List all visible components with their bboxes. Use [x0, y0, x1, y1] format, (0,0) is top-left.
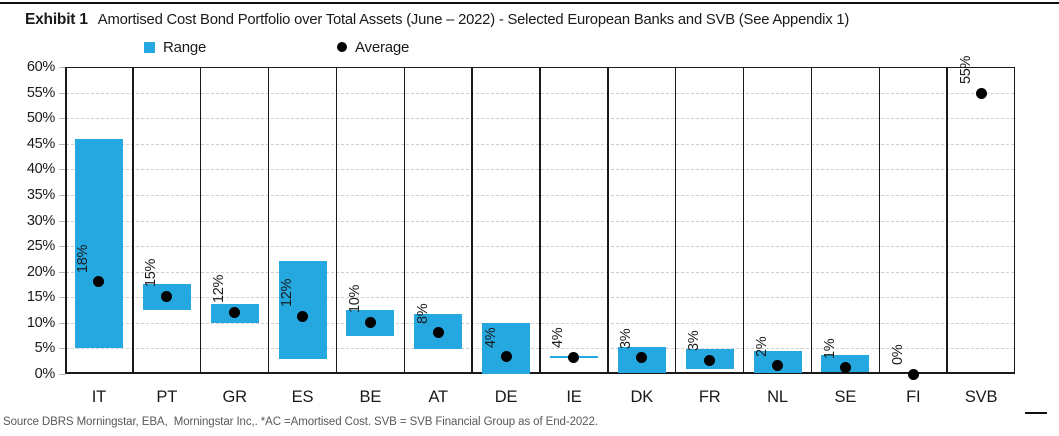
y-axis-tick-label: 50%: [26, 110, 55, 127]
chart-title: Exhibit 1 Amortised Cost Bond Portfolio …: [25, 9, 849, 31]
average-dot-icon: [337, 42, 347, 52]
plot-border: [65, 67, 1015, 374]
x-axis-category-label: IE: [566, 388, 582, 406]
average-value-label: 2%: [754, 336, 770, 357]
y-axis-tick-label: 5%: [34, 340, 56, 357]
y-axis-tick-label: 10%: [26, 314, 55, 331]
x-axis-category-label: IT: [91, 388, 107, 406]
average-value-label: 1%: [821, 338, 838, 359]
average-dot: [93, 276, 105, 288]
average-value-label: 12%: [279, 279, 295, 308]
y-axis-tick-label: 0%: [34, 366, 56, 382]
category-separator-line: [539, 67, 541, 374]
top-divider-rule: [0, 2, 1059, 4]
y-axis-tick-label: 55%: [26, 84, 55, 101]
source-note: Source DBRS Morningstar, EBA, Morningsta…: [3, 416, 598, 428]
category-separator-line: [607, 67, 609, 374]
category-separator-line: [878, 67, 881, 374]
average-value-label: 12%: [211, 274, 228, 304]
category-separator-line: [199, 67, 202, 374]
average-dot: [364, 316, 376, 328]
y-axis-tick-label: 20%: [26, 263, 55, 280]
y-axis-tick-label: 25%: [26, 238, 55, 255]
x-axis-category-label: BE: [359, 388, 382, 406]
range-bar: [482, 322, 531, 374]
y-axis-tick-label: 60%: [26, 59, 55, 75]
legend-average-label: Average: [355, 38, 410, 56]
average-dot: [568, 351, 580, 363]
legend-item-average: Average: [337, 38, 410, 56]
average-value-label: 4%: [550, 327, 567, 349]
y-axis-tick: [59, 297, 65, 299]
average-dot: [772, 360, 783, 372]
x-axis-category-label: FR: [698, 388, 721, 406]
x-axis-category-label: NL: [767, 388, 788, 406]
average-dot: [432, 327, 444, 339]
chart-title-text: Amortised Cost Bond Portfolio over Total…: [97, 12, 850, 28]
y-axis-tick: [59, 92, 65, 94]
x-axis-category-label: DE: [494, 388, 518, 406]
average-value-label: 10%: [346, 285, 363, 314]
y-axis-tick-label: 40%: [26, 161, 55, 178]
x-axis-category-label: ES: [291, 388, 314, 406]
average-value-label: 3%: [686, 330, 703, 352]
average-value-label: 15%: [143, 259, 160, 288]
average-dot: [229, 306, 241, 318]
average-value-label: 4%: [482, 327, 499, 348]
average-dot: [907, 368, 919, 380]
x-axis-category-label: FI: [906, 388, 921, 406]
legend-item-range: Range: [144, 38, 207, 56]
range-swatch-icon: [144, 41, 155, 53]
y-axis-tick-label: 45%: [26, 135, 55, 152]
average-dot: [636, 352, 648, 364]
category-separator-line: [267, 67, 270, 374]
x-axis-category-label: PT: [156, 388, 178, 406]
average-value-label: 0%: [889, 344, 906, 365]
category-separator-line: [674, 67, 677, 374]
legend-range-label: Range: [163, 38, 207, 56]
average-dot: [161, 290, 173, 302]
x-axis-category-label: DK: [630, 388, 654, 406]
average-dot: [500, 351, 512, 363]
average-dot: [704, 354, 716, 366]
category-separator-line: [946, 67, 948, 374]
category-separator-line: [335, 67, 338, 374]
y-axis-tick-label: 30%: [26, 212, 55, 229]
x-axis-category-label: SE: [834, 388, 857, 406]
category-separator-line: [742, 67, 745, 374]
y-axis-tick: [59, 220, 65, 222]
exhibit-label: Exhibit 1: [25, 11, 88, 28]
y-axis-tick: [59, 169, 65, 171]
average-dot: [839, 362, 851, 374]
range-bar: [74, 138, 123, 349]
y-axis-tick: [59, 246, 65, 248]
category-separator-line: [403, 67, 406, 374]
x-axis-category-label: GR: [222, 388, 247, 406]
category-separator-line: [132, 67, 134, 374]
y-axis-tick: [59, 143, 65, 145]
y-axis-tick-label: 35%: [26, 186, 55, 203]
y-axis-tick: [59, 118, 65, 120]
bottom-right-rule-fragment: [1025, 412, 1047, 414]
y-axis-tick: [59, 271, 65, 273]
x-axis-category-label: AT: [428, 388, 448, 406]
y-axis-tick: [59, 322, 65, 324]
y-axis-tick: [59, 67, 65, 68]
average-value-label: 3%: [618, 328, 635, 349]
category-separator-line: [810, 67, 813, 374]
average-value-label: 18%: [75, 244, 92, 273]
average-value-label: 55%: [957, 55, 974, 85]
x-axis-category-label: SVB: [964, 388, 998, 406]
range-bar: [278, 261, 327, 359]
average-dot: [975, 87, 987, 99]
y-axis-tick: [59, 348, 65, 350]
y-axis-tick-label: 15%: [26, 289, 55, 306]
y-axis-tick: [59, 374, 65, 375]
average-value-label: 8%: [414, 303, 431, 324]
y-axis-tick: [59, 194, 65, 196]
category-separator-line: [471, 67, 473, 374]
average-dot: [297, 310, 308, 322]
